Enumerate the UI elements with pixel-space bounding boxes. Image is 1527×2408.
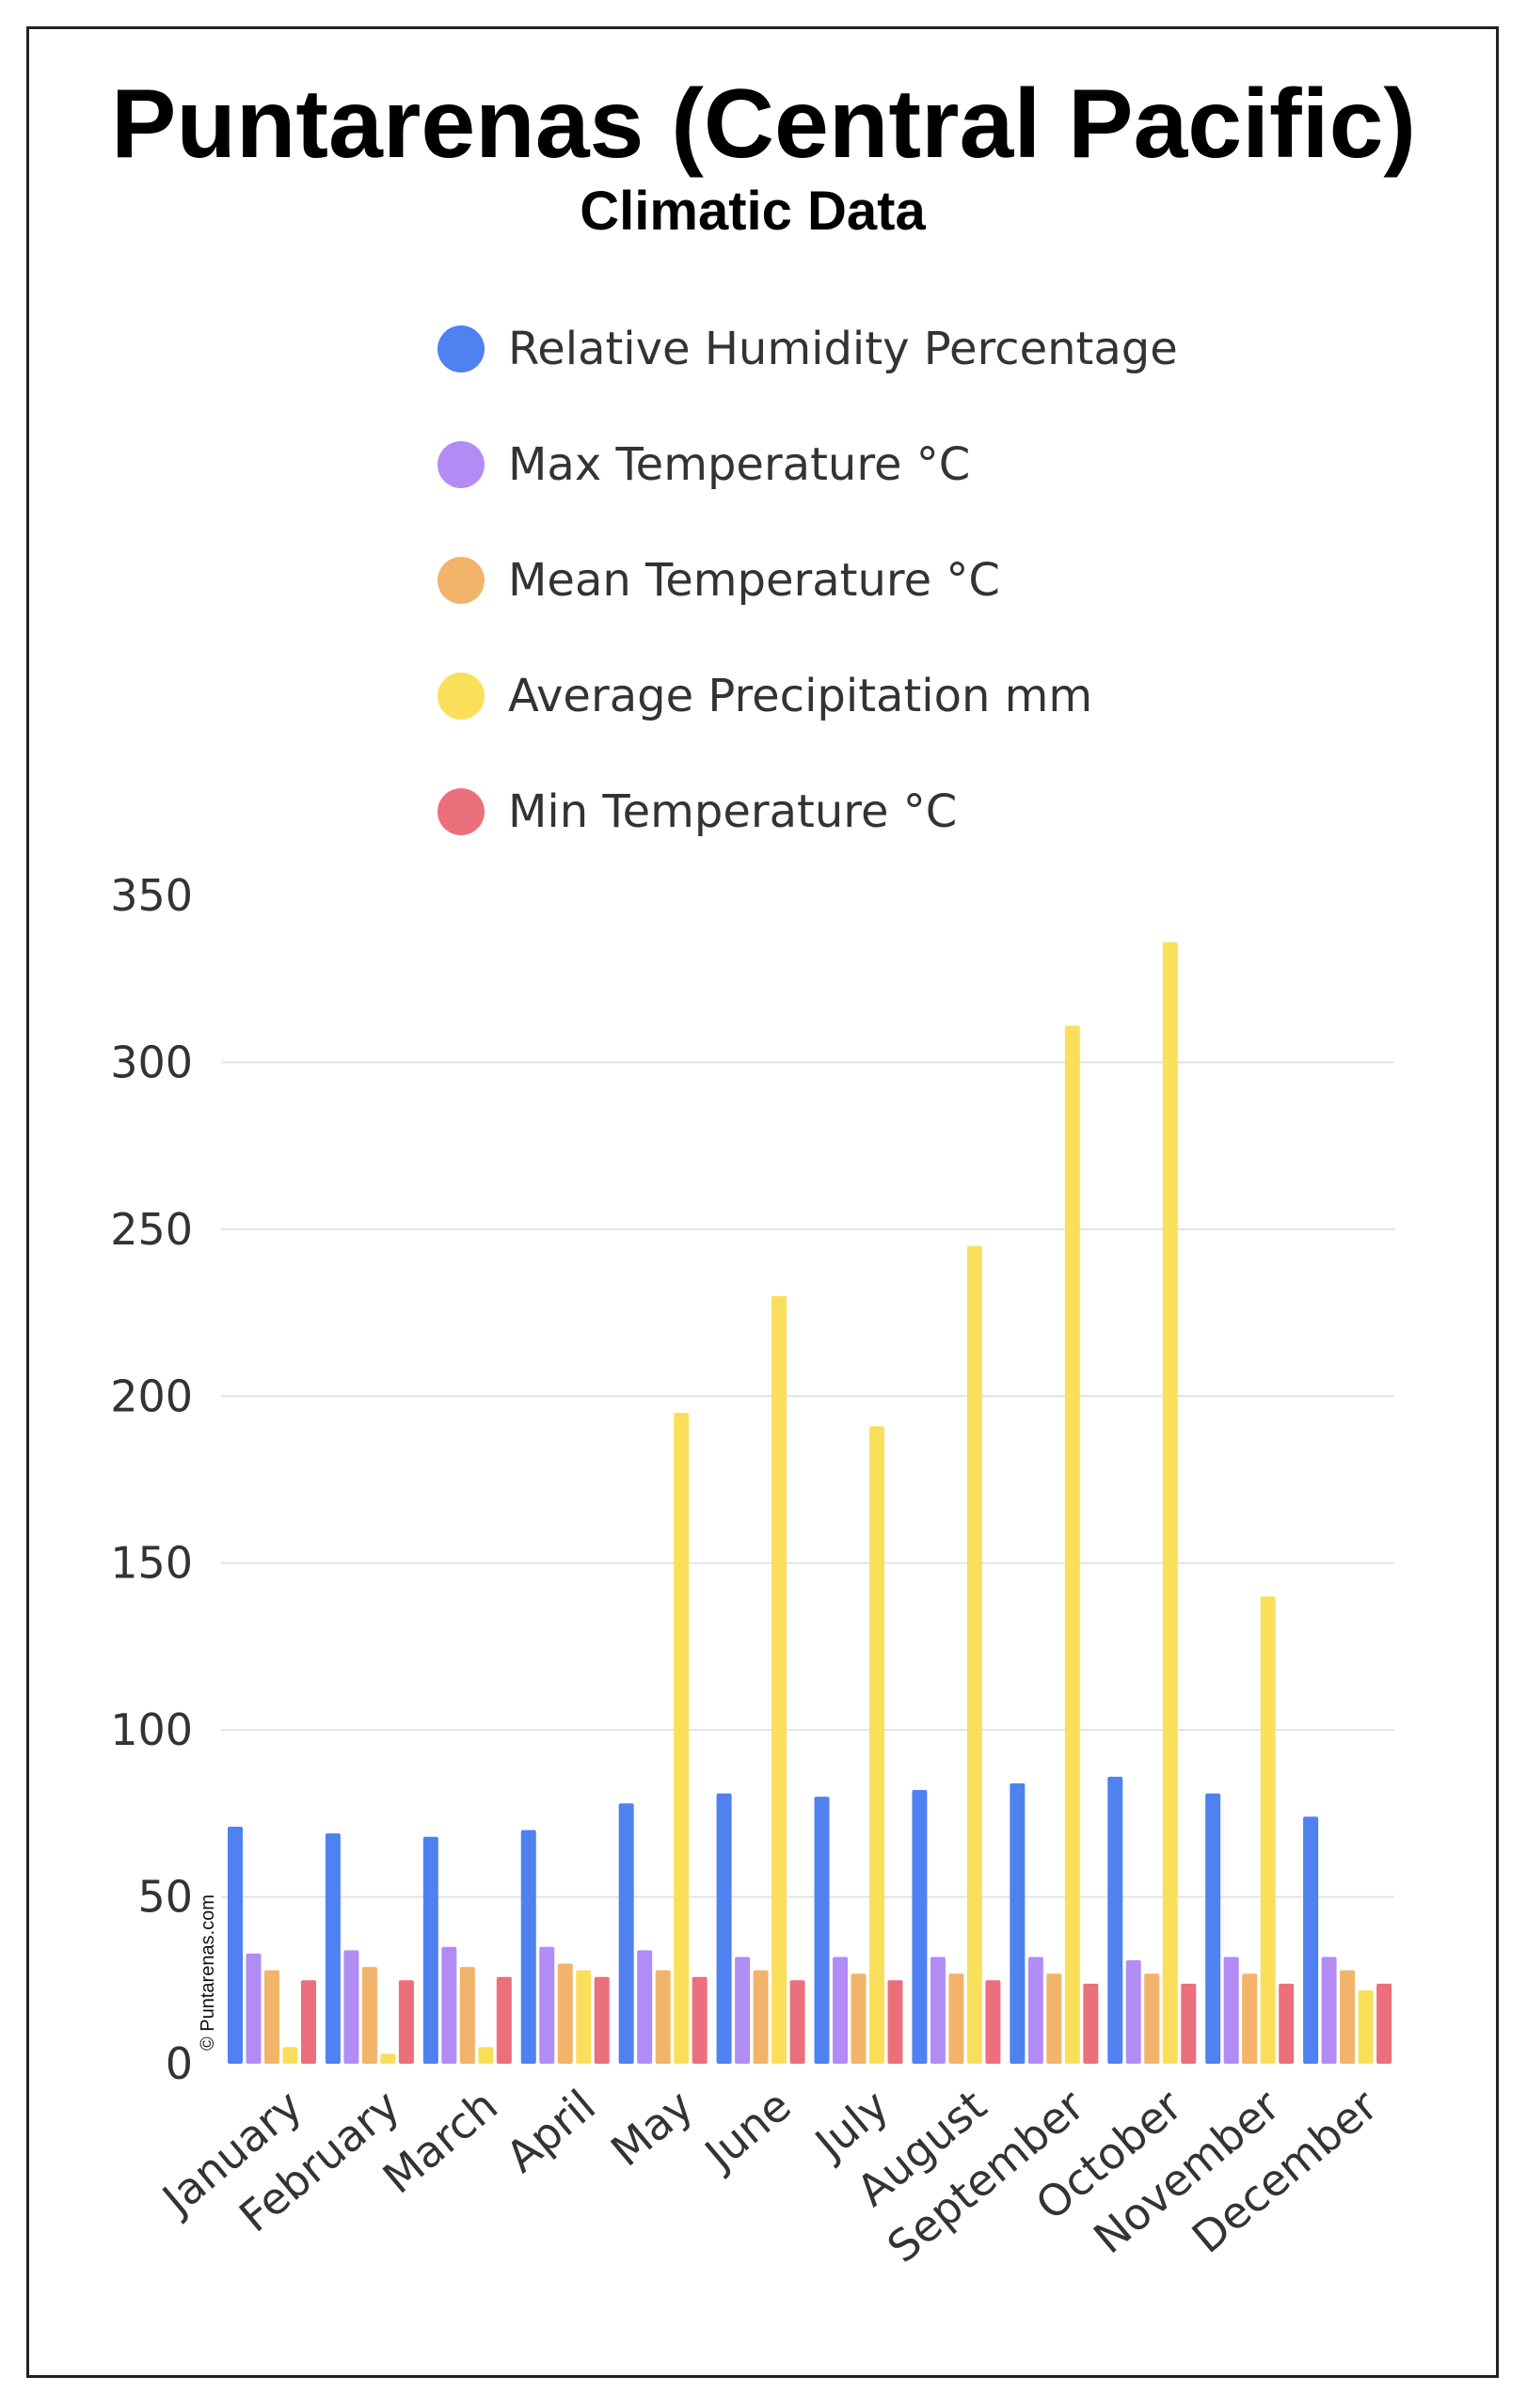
y-tick-label-250: 250 xyxy=(110,1204,193,1255)
legend-swatch-precipitation xyxy=(437,673,485,720)
bar-june-series-2 xyxy=(753,1970,769,2064)
bar-november-series-0 xyxy=(1205,1793,1221,2064)
y-tick-label-300: 300 xyxy=(110,1037,193,1087)
legend-item-min-temp: Min Temperature °C xyxy=(437,781,1178,896)
bar-august-series-1 xyxy=(930,1956,946,2064)
y-tick-label-350: 350 xyxy=(110,870,193,921)
bar-december-series-1 xyxy=(1321,1956,1337,2064)
bar-may-series-3 xyxy=(674,1413,690,2064)
bar-december-series-0 xyxy=(1303,1816,1319,2064)
legend: Relative Humidity Percentage Max Tempera… xyxy=(437,318,1178,896)
bar-september-series-1 xyxy=(1027,1956,1043,2064)
legend-label-humidity: Relative Humidity Percentage xyxy=(508,323,1178,375)
bar-june-series-3 xyxy=(771,1295,787,2064)
bar-september-series-2 xyxy=(1046,1973,1062,2064)
legend-item-precipitation: Average Precipitation mm xyxy=(437,665,1178,781)
bar-april-series-2 xyxy=(557,1963,573,2064)
bar-october-series-0 xyxy=(1107,1776,1123,2064)
bar-may-series-2 xyxy=(655,1970,671,2064)
bar-february-series-1 xyxy=(343,1950,359,2064)
legend-label-precipitation: Average Precipitation mm xyxy=(508,670,1093,722)
legend-label-mean-temp: Mean Temperature °C xyxy=(508,554,1000,607)
bar-january-series-0 xyxy=(228,1827,243,2064)
bar-august-series-4 xyxy=(985,1980,1001,2064)
bar-june-series-4 xyxy=(789,1980,805,2064)
bar-december-series-3 xyxy=(1358,1989,1374,2064)
bar-august-series-0 xyxy=(912,1790,928,2064)
legend-swatch-mean-temp xyxy=(437,557,485,604)
bar-august-series-3 xyxy=(966,1245,982,2064)
bar-november-series-3 xyxy=(1260,1596,1276,2064)
x-tick-label-may: May xyxy=(601,2080,703,2177)
bar-december-series-4 xyxy=(1376,1983,1392,2064)
bar-january-series-1 xyxy=(246,1953,262,2064)
bar-april-series-4 xyxy=(594,1976,610,2064)
bar-august-series-2 xyxy=(948,1973,964,2064)
y-tick-label-200: 200 xyxy=(110,1370,193,1421)
y-tick-label-50: 50 xyxy=(137,1872,193,1923)
bar-july-series-4 xyxy=(887,1980,903,2064)
legend-swatch-max-temp xyxy=(437,441,485,488)
legend-swatch-humidity xyxy=(437,325,485,372)
bar-april-series-0 xyxy=(520,1830,536,2064)
legend-item-humidity: Relative Humidity Percentage xyxy=(437,318,1178,434)
chart-subtitle: Climatic Data xyxy=(580,181,926,242)
bar-february-series-2 xyxy=(361,1967,377,2064)
bar-february-series-0 xyxy=(325,1833,341,2064)
bar-june-series-1 xyxy=(735,1956,751,2064)
bar-may-series-4 xyxy=(692,1976,708,2064)
bar-march-series-0 xyxy=(422,1836,438,2064)
bar-september-series-3 xyxy=(1064,1025,1080,2064)
watermark: © Puntarenas.com xyxy=(198,1894,218,2051)
bar-february-series-4 xyxy=(398,1980,414,2064)
y-axis-ticks: 0 50 100 150 200 250 300 350 xyxy=(110,870,193,2089)
bar-october-series-1 xyxy=(1125,1959,1141,2064)
bars xyxy=(228,942,1392,2065)
y-tick-label-0: 0 xyxy=(166,2038,193,2089)
x-tick-label-april: April xyxy=(497,2080,605,2182)
x-tick-label-june: June xyxy=(693,2080,801,2181)
bar-june-series-0 xyxy=(716,1793,732,2064)
bar-march-series-4 xyxy=(496,1976,512,2064)
bar-july-series-3 xyxy=(869,1426,884,2064)
bar-april-series-3 xyxy=(576,1970,592,2064)
bar-march-series-3 xyxy=(478,2047,494,2064)
bar-january-series-4 xyxy=(301,1980,316,2064)
y-tick-label-150: 150 xyxy=(110,1538,193,1589)
legend-item-max-temp: Max Temperature °C xyxy=(437,434,1178,549)
bar-july-series-0 xyxy=(814,1797,830,2064)
bar-december-series-2 xyxy=(1340,1970,1356,2064)
legend-item-mean-temp: Mean Temperature °C xyxy=(437,549,1178,665)
bar-february-series-3 xyxy=(380,2053,396,2064)
legend-swatch-min-temp xyxy=(437,788,485,835)
bar-january-series-3 xyxy=(282,2047,298,2064)
bar-march-series-2 xyxy=(459,1967,475,2064)
bar-september-series-4 xyxy=(1083,1983,1099,2064)
bar-november-series-4 xyxy=(1279,1983,1295,2064)
bar-november-series-2 xyxy=(1242,1973,1258,2064)
chart-title: Puntarenas (Central Pacific) xyxy=(110,70,1417,179)
bar-may-series-1 xyxy=(637,1950,653,2064)
bar-march-series-1 xyxy=(441,1946,457,2064)
bar-october-series-4 xyxy=(1181,1983,1197,2064)
x-tick-label-march: March xyxy=(374,2080,507,2204)
bar-july-series-2 xyxy=(851,1973,867,2064)
bar-november-series-1 xyxy=(1223,1956,1239,2064)
bar-may-series-0 xyxy=(618,1803,634,2064)
bar-july-series-1 xyxy=(833,1956,848,2064)
grid-lines xyxy=(221,1061,1394,1898)
legend-label-max-temp: Max Temperature °C xyxy=(508,438,971,491)
bar-january-series-2 xyxy=(264,1970,279,2064)
bar-april-series-1 xyxy=(539,1946,555,2064)
bar-september-series-0 xyxy=(1010,1782,1026,2064)
legend-label-min-temp: Min Temperature °C xyxy=(508,785,958,838)
bar-october-series-2 xyxy=(1144,1973,1160,2064)
y-tick-label-100: 100 xyxy=(110,1704,193,1755)
bar-october-series-3 xyxy=(1162,942,1178,2065)
